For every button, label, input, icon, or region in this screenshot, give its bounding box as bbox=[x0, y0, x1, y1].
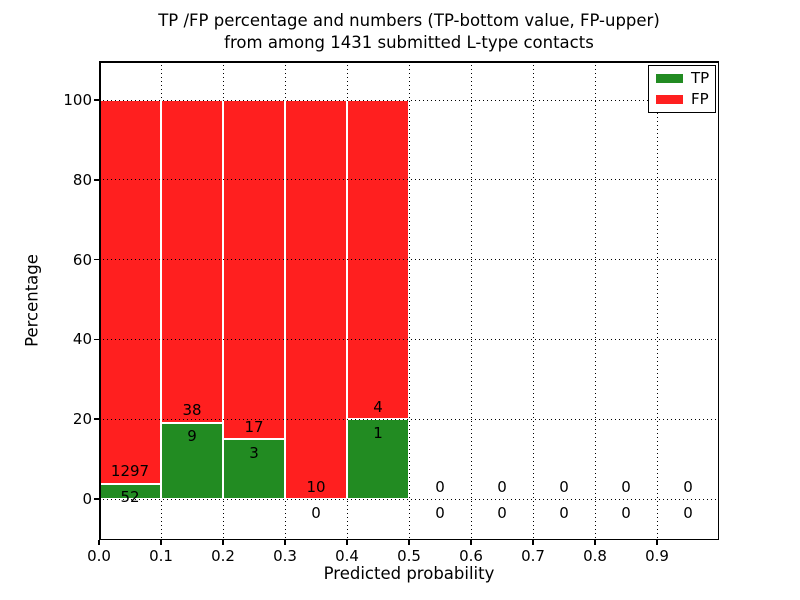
y-tick-label-80: 80 bbox=[72, 170, 92, 189]
x-tick-mark-0.2 bbox=[222, 540, 224, 545]
x-tick-mark-0.1 bbox=[160, 540, 162, 545]
x-tick-label-0.5: 0.5 bbox=[397, 547, 421, 565]
x-tick-mark-0.3 bbox=[284, 540, 286, 545]
fp-count-label: 0 bbox=[621, 477, 631, 496]
bar-segment-tp-0.2-0.3 bbox=[223, 439, 285, 499]
tp-count-label: 0 bbox=[435, 503, 445, 522]
gridline-x-0.9 bbox=[656, 61, 658, 540]
y-tick-mark-40 bbox=[94, 338, 99, 341]
bar-segment-tp-0.4-0.5 bbox=[347, 419, 409, 499]
x-tick-mark-0.9 bbox=[656, 540, 658, 545]
legend-swatch-fp bbox=[656, 95, 683, 104]
plot-area: TP FP 1297 52 38 9 17 3 10 0 4 1 0 0 0 0 0 0 0 0 0 0 bbox=[94, 61, 719, 545]
plot-spine-right bbox=[717, 61, 719, 540]
bar-segment-fp-0.2-0.3 bbox=[223, 100, 285, 440]
gridline-y-60 bbox=[99, 259, 719, 261]
tp-count-label: 0 bbox=[311, 503, 321, 522]
legend-swatch-tp bbox=[656, 74, 683, 83]
fp-count-label: 0 bbox=[435, 477, 445, 496]
x-tick-mark-0.8 bbox=[594, 540, 596, 545]
y-axis-label: Percentage bbox=[22, 254, 42, 347]
legend-row-tp: TP bbox=[656, 69, 710, 87]
chart-title: TP /FP percentage and numbers (TP-bottom… bbox=[9, 10, 800, 53]
y-tick-mark-100 bbox=[94, 99, 99, 101]
fp-count-label: 38 bbox=[182, 401, 202, 420]
fp-count-label: 0 bbox=[497, 477, 507, 496]
gridline-y-100 bbox=[99, 99, 719, 101]
gridline-y-40 bbox=[99, 338, 719, 340]
fp-count-label: 0 bbox=[559, 477, 569, 496]
x-tick-label-0.3: 0.3 bbox=[273, 547, 297, 565]
x-tick-label-0.0: 0.0 bbox=[87, 547, 111, 565]
x-tick-mark-0.7 bbox=[532, 540, 534, 545]
x-tick-mark-0 bbox=[98, 540, 100, 545]
x-tick-mark-0.4 bbox=[346, 540, 348, 545]
y-tick-label-40: 40 bbox=[72, 330, 92, 349]
tp-count-label: 52 bbox=[120, 488, 140, 507]
tp-count-label: 0 bbox=[559, 503, 569, 522]
bar-segment-fp-0-0.1 bbox=[99, 100, 161, 484]
y-tick-mark-80 bbox=[94, 179, 99, 181]
fp-count-label: 10 bbox=[306, 477, 326, 496]
plot-spine-top bbox=[99, 61, 719, 63]
x-tick-label-0.8: 0.8 bbox=[583, 547, 607, 565]
bar-segment-tp-0.1-0.2 bbox=[161, 422, 223, 499]
y-tick-label-60: 60 bbox=[72, 250, 92, 269]
chart-title-line1: TP /FP percentage and numbers (TP-bottom… bbox=[158, 11, 660, 30]
gridline-x-0.8 bbox=[594, 61, 596, 540]
tp-count-label: 3 bbox=[249, 443, 259, 462]
tp-count-label: 1 bbox=[373, 423, 383, 442]
legend: TP FP bbox=[648, 65, 716, 113]
fp-count-label: 0 bbox=[683, 477, 693, 496]
y-tick-label-0: 0 bbox=[82, 490, 92, 508]
x-axis-label: Predicted probability bbox=[323, 564, 495, 583]
fp-count-label: 4 bbox=[373, 397, 383, 416]
x-tick-label-0.9: 0.9 bbox=[645, 547, 669, 565]
x-tick-label-0.1: 0.1 bbox=[149, 547, 173, 565]
fp-count-label: 17 bbox=[244, 417, 264, 436]
gridline-x-0.7 bbox=[532, 61, 534, 540]
x-tick-label-0.2: 0.2 bbox=[211, 547, 235, 565]
tp-count-label: 9 bbox=[187, 427, 197, 446]
x-tick-label-0.4: 0.4 bbox=[335, 547, 359, 565]
gridline-y-80 bbox=[99, 179, 719, 181]
bar-segment-fp-0.3-0.4 bbox=[285, 100, 347, 499]
y-tick-mark-0 bbox=[94, 498, 99, 500]
y-tick-mark-20 bbox=[94, 418, 99, 420]
y-tick-mark-60 bbox=[94, 258, 99, 261]
chart-title-line2: from among 1431 submitted L-type contact… bbox=[224, 32, 594, 52]
gridline-x-0.5 bbox=[408, 61, 410, 540]
tp-count-label: 0 bbox=[621, 503, 631, 522]
x-tick-label-0.6: 0.6 bbox=[459, 547, 483, 565]
legend-label-tp: TP bbox=[691, 69, 710, 87]
tp-count-label: 0 bbox=[683, 503, 693, 522]
plot-spine-left bbox=[99, 61, 101, 540]
legend-label-fp: FP bbox=[691, 90, 709, 108]
x-tick-mark-0.5 bbox=[408, 540, 410, 545]
gridline-y-0 bbox=[99, 498, 719, 500]
tp-count-label: 0 bbox=[497, 503, 507, 522]
legend-row-fp: FP bbox=[656, 90, 709, 108]
y-tick-label-100: 100 bbox=[63, 91, 92, 109]
x-tick-label-0.7: 0.7 bbox=[521, 547, 545, 565]
plot-spine-bottom bbox=[99, 538, 719, 540]
y-tick-label-20: 20 bbox=[72, 410, 92, 429]
x-tick-mark-0.6 bbox=[470, 540, 472, 545]
bar-segment-fp-0.1-0.2 bbox=[161, 100, 223, 423]
gridline-y-20 bbox=[99, 418, 719, 420]
gridline-x-0.6 bbox=[470, 61, 472, 540]
fp-count-label: 1297 bbox=[110, 462, 150, 481]
